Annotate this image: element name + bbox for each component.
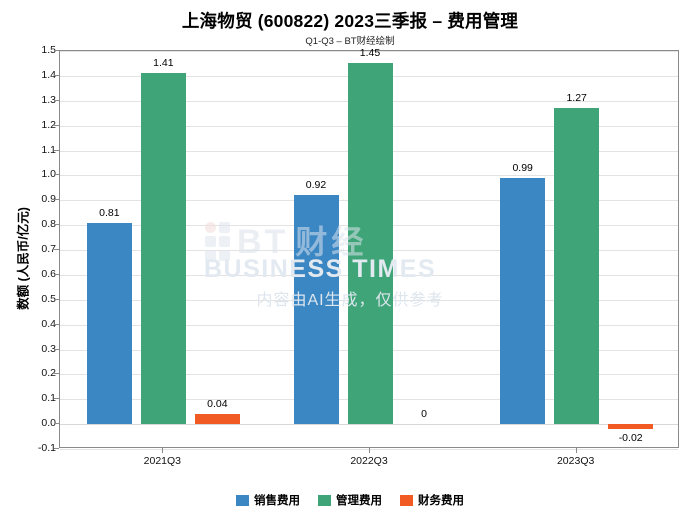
y-tick-label: 0.7 bbox=[41, 243, 56, 255]
y-tick-mark bbox=[54, 448, 59, 449]
y-tick-mark bbox=[54, 224, 59, 226]
legend-label: 销售费用 bbox=[254, 495, 300, 507]
bar-value-label: 0.81 bbox=[99, 206, 120, 219]
y-tick-mark bbox=[54, 273, 59, 275]
y-tick-mark bbox=[54, 348, 59, 350]
x-tick-mark bbox=[575, 448, 577, 453]
y-tick-label: 1.3 bbox=[41, 93, 56, 106]
y-tick-mark bbox=[54, 99, 59, 101]
bar-value-label: 1.41 bbox=[153, 57, 174, 70]
bar-value-label: -0.02 bbox=[618, 432, 643, 445]
gridline bbox=[60, 51, 678, 52]
bar[interactable] bbox=[500, 177, 546, 425]
y-tick-label: 1.1 bbox=[41, 143, 56, 156]
legend-swatch bbox=[318, 494, 331, 506]
y-tick-mark bbox=[54, 249, 59, 250]
legend-label: 管理费用 bbox=[336, 495, 382, 507]
y-tick-label: 1.5 bbox=[41, 44, 56, 56]
y-tick-mark bbox=[54, 298, 59, 300]
y-tick-label: 0.4 bbox=[41, 317, 56, 330]
bar-value-label: 1.45 bbox=[359, 47, 381, 60]
plot-area: 0.81 1.41 0.04 0.92 1.45 0 0.99 1.27 -0.02 bbox=[59, 47, 679, 450]
y-tick-label: 0.2 bbox=[41, 367, 56, 380]
y-tick-label: 0.6 bbox=[41, 267, 56, 280]
legend-item[interactable]: 财务费用 bbox=[400, 492, 464, 508]
y-tick-mark bbox=[54, 124, 59, 126]
y-tick-mark bbox=[54, 174, 59, 176]
zero-line bbox=[60, 424, 678, 426]
bar-value-label: 1.27 bbox=[566, 92, 587, 105]
bar-value-label: 0.04 bbox=[207, 398, 228, 411]
y-tick-mark bbox=[54, 74, 59, 76]
y-tick-label: 0.9 bbox=[41, 193, 56, 206]
chart-legend: 销售费用 管理费用 财务费用 bbox=[0, 492, 700, 508]
y-tick-label: 1.2 bbox=[41, 118, 56, 131]
bar[interactable] bbox=[554, 108, 600, 425]
chart-subtitle: Q1-Q3 – BT财经绘制 bbox=[305, 36, 395, 47]
y-tick-mark bbox=[54, 199, 59, 201]
legend-swatch bbox=[236, 494, 249, 506]
y-tick-label: 0.0 bbox=[41, 417, 56, 430]
y-tick-label: 1.0 bbox=[41, 168, 56, 181]
y-tick-label: 0.8 bbox=[41, 218, 56, 231]
y-tick-mark bbox=[54, 323, 59, 325]
y-tick-label: 0.5 bbox=[41, 292, 56, 305]
bar[interactable] bbox=[194, 414, 240, 425]
bar[interactable] bbox=[293, 195, 339, 425]
y-tick-mark bbox=[54, 149, 59, 151]
legend-swatch bbox=[400, 494, 413, 506]
bar[interactable] bbox=[86, 222, 132, 425]
y-tick-mark bbox=[54, 398, 59, 400]
bar[interactable] bbox=[140, 73, 186, 425]
bar[interactable] bbox=[347, 63, 393, 425]
chart-title: 上海物贸 (600822) 2023三季报 – 费用管理 bbox=[181, 11, 519, 31]
y-tick-label: 0.3 bbox=[41, 342, 56, 355]
y-tick-label: 1.4 bbox=[41, 68, 56, 81]
y-tick-mark bbox=[54, 373, 59, 375]
x-tick-label: 2021Q3 bbox=[143, 455, 182, 467]
bar-value-label: 0.99 bbox=[512, 161, 533, 174]
x-tick-mark bbox=[162, 448, 164, 453]
y-tick-label: -0.1 bbox=[37, 442, 56, 454]
x-tick-label: 2022Q3 bbox=[350, 455, 388, 467]
bar-value-label: 0.92 bbox=[305, 179, 327, 192]
legend-item[interactable]: 管理费用 bbox=[318, 492, 382, 508]
y-tick-mark bbox=[54, 50, 59, 51]
x-tick-label: 2023Q3 bbox=[556, 455, 595, 467]
y-tick-label: 0.1 bbox=[41, 392, 56, 405]
legend-label: 财务费用 bbox=[418, 495, 464, 507]
bar[interactable] bbox=[608, 424, 654, 430]
y-tick-mark bbox=[54, 423, 59, 425]
bar-value-label: 0 bbox=[421, 408, 427, 421]
x-tick-mark bbox=[369, 448, 370, 453]
legend-item[interactable]: 销售费用 bbox=[236, 492, 300, 508]
